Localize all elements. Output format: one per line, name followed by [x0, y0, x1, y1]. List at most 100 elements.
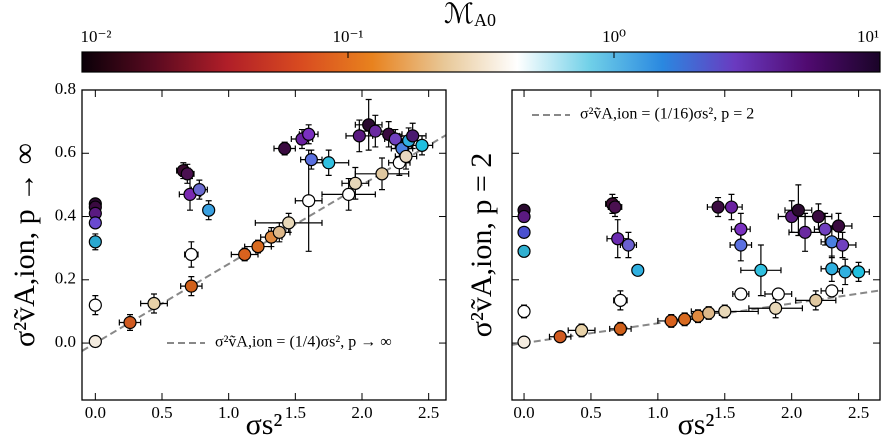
point: [304, 152, 318, 167]
colorbar-label-main: ℳ: [444, 0, 474, 30]
point: [342, 187, 356, 201]
fit-group: [82, 98, 446, 352]
frame: [81, 89, 447, 401]
point: [838, 265, 852, 279]
x-tick-label: 2.5: [848, 403, 869, 422]
y-tick-label: 0.6: [55, 142, 76, 161]
point: [611, 232, 625, 246]
point: [553, 330, 567, 344]
point: [272, 225, 286, 239]
point: [664, 314, 678, 328]
colorbar: [81, 51, 881, 73]
point: [769, 301, 783, 315]
point: [352, 129, 366, 143]
fit-line: [82, 134, 446, 352]
point: [517, 209, 531, 224]
point: [613, 322, 627, 336]
point: [368, 124, 382, 138]
x-tick-label: 2.5: [418, 403, 439, 422]
point: [302, 127, 316, 141]
frame: [511, 89, 881, 401]
point: [375, 167, 389, 181]
colorbar-tick-label: 10⁻¹: [332, 27, 363, 46]
colorbar-tick-label: 10¹: [857, 27, 879, 46]
point: [388, 132, 402, 146]
point: [809, 293, 823, 307]
y-tick-label: 0.4: [55, 205, 77, 224]
point: [147, 296, 161, 311]
point: [718, 304, 732, 319]
y-tick-label: 0.0: [55, 332, 76, 351]
point: [724, 200, 739, 214]
x-tick-label: 1.5: [285, 403, 306, 422]
point: [88, 216, 102, 230]
x-tick-label: 0.0: [85, 403, 106, 422]
point: [180, 167, 194, 181]
point: [517, 225, 531, 239]
point: [406, 129, 420, 143]
colorbar-label: ℳA0: [444, 0, 496, 30]
x-tick-label: 2.0: [351, 403, 372, 422]
point: [192, 183, 206, 197]
point: [238, 247, 252, 262]
point: [184, 247, 198, 262]
point: [415, 138, 429, 152]
legend-text: σ²ṽA,ion = (1/16)σs², p = 2: [580, 106, 754, 123]
point: [278, 141, 292, 156]
point: [184, 279, 198, 293]
point: [734, 222, 748, 236]
point: [835, 238, 850, 252]
point: [123, 315, 137, 330]
y-axis-label: σ²ṽA,ion, p = 2: [465, 153, 498, 338]
point: [302, 194, 316, 208]
point: [831, 219, 846, 233]
point: [754, 263, 768, 277]
point: [202, 203, 216, 217]
x-axis-label: σs²: [678, 408, 715, 440]
point: [791, 203, 805, 217]
point: [282, 216, 296, 230]
point: [621, 238, 636, 252]
point: [825, 284, 839, 298]
y-tick-label: 0.8: [55, 79, 76, 98]
point: [631, 263, 645, 277]
point: [811, 209, 826, 224]
panel: 0.0 0.5 1.0 1.5 2.0 2.5 σ²ṽA,ion = (1/16)σs², …: [465, 89, 881, 440]
point: [88, 298, 102, 312]
point: [613, 293, 627, 307]
point: [574, 323, 589, 338]
point: [734, 238, 748, 252]
x-tick-label: 1.5: [714, 403, 735, 422]
point: [818, 222, 832, 236]
point: [702, 306, 716, 320]
y-tick-label: 0.2: [55, 269, 76, 288]
point: [348, 176, 362, 190]
point: [88, 235, 102, 249]
x-tick-label: 1.0: [647, 403, 668, 422]
point: [517, 244, 531, 258]
x-tick-label: 0.5: [151, 403, 172, 422]
x-tick-label: 2.0: [781, 403, 802, 422]
fit-group: [512, 184, 880, 349]
point: [678, 312, 692, 326]
point: [851, 265, 866, 279]
colorbar-tick-label: 10⁻²: [80, 27, 111, 46]
point: [88, 334, 102, 349]
point: [608, 200, 622, 214]
panel: 0.0 0.5 1.0 1.5 2.0 2.5 0.0 0.2 0.4 0.6 0.8 σ²ṽA,io…: [8, 79, 447, 440]
x-tick-label: 0.0: [513, 403, 534, 422]
x-tick-label: 0.5: [580, 403, 601, 422]
x-axis-label: σs²: [246, 408, 283, 440]
point: [517, 335, 531, 349]
legend-text: σ²ṽA,ion = (1/4)σs², p → ∞: [215, 334, 392, 351]
point: [517, 304, 531, 319]
point: [771, 287, 785, 301]
colorbar-label-sub: A0: [474, 10, 496, 30]
x-tick-label: 1.0: [218, 403, 239, 422]
point: [399, 149, 413, 164]
y-axis-label: σ²ṽA,ion, p → ∞: [8, 143, 41, 347]
point: [734, 287, 748, 301]
point: [322, 156, 336, 170]
point: [798, 225, 812, 239]
